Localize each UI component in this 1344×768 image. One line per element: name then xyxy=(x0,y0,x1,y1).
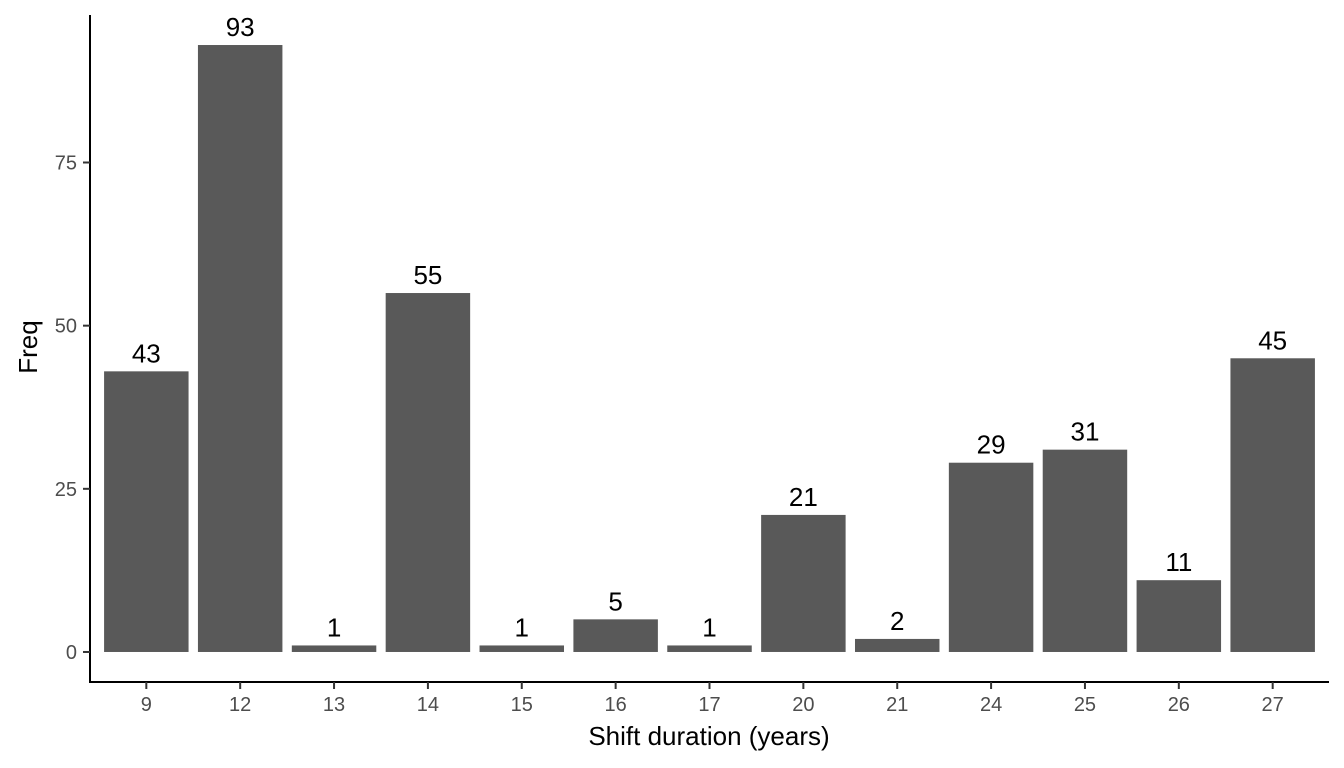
data-label-17: 1 xyxy=(702,612,716,642)
data-label-25: 31 xyxy=(1070,417,1099,447)
y-tick-label-75: 75 xyxy=(55,153,77,175)
x-tick-label-27: 27 xyxy=(1262,694,1284,716)
x-axis-title: Shift duration (years) xyxy=(588,721,829,751)
bar-12 xyxy=(197,45,283,652)
data-label-12: 93 xyxy=(226,12,255,42)
y-tick-label-50: 50 xyxy=(55,316,77,338)
data-label-24: 29 xyxy=(977,430,1006,460)
bar-20 xyxy=(761,514,846,652)
y-tick-label-0: 0 xyxy=(66,642,77,664)
bar-9 xyxy=(104,371,189,652)
x-tick-label-24: 24 xyxy=(980,694,1002,716)
data-label-13: 1 xyxy=(327,612,341,642)
bar-21 xyxy=(854,638,940,652)
bar-14 xyxy=(385,293,471,652)
data-label-27: 45 xyxy=(1258,325,1287,355)
data-label-16: 5 xyxy=(608,586,622,616)
x-ticks-group: 9 12 13 14 15 16 17 20 21 24 25 26 27 xyxy=(141,682,1284,716)
data-labels-group: 43 93 1 55 1 5 1 21 2 29 31 11 45 xyxy=(132,12,1287,642)
x-tick-label-21: 21 xyxy=(886,694,908,716)
x-tick-label-14: 14 xyxy=(417,694,439,716)
bar-27 xyxy=(1230,358,1315,652)
data-label-20: 21 xyxy=(789,482,818,512)
data-label-9: 43 xyxy=(132,338,161,368)
x-tick-label-26: 26 xyxy=(1168,694,1190,716)
bar-26 xyxy=(1136,580,1222,652)
data-label-21: 2 xyxy=(890,606,904,636)
data-label-15: 1 xyxy=(515,612,529,642)
bars-group xyxy=(104,45,1315,652)
y-tick-label-25: 25 xyxy=(55,479,77,501)
bar-15 xyxy=(479,645,565,652)
data-label-26: 11 xyxy=(1165,547,1192,577)
x-tick-label-20: 20 xyxy=(792,694,814,716)
data-label-14: 55 xyxy=(413,260,442,290)
bar-17 xyxy=(667,645,752,652)
x-tick-label-13: 13 xyxy=(323,694,345,716)
y-axis-title: Freq xyxy=(13,320,43,373)
bar-13 xyxy=(291,645,377,652)
bar-25 xyxy=(1042,449,1128,652)
x-tick-label-17: 17 xyxy=(698,694,720,716)
y-ticks-group: 0 25 50 75 xyxy=(55,153,90,664)
x-tick-label-15: 15 xyxy=(511,694,533,716)
x-tick-label-16: 16 xyxy=(605,694,627,716)
x-tick-label-9: 9 xyxy=(141,694,152,716)
x-tick-label-12: 12 xyxy=(229,694,251,716)
bar-24 xyxy=(948,462,1034,652)
bar-16 xyxy=(573,619,658,652)
x-tick-label-25: 25 xyxy=(1074,694,1096,716)
